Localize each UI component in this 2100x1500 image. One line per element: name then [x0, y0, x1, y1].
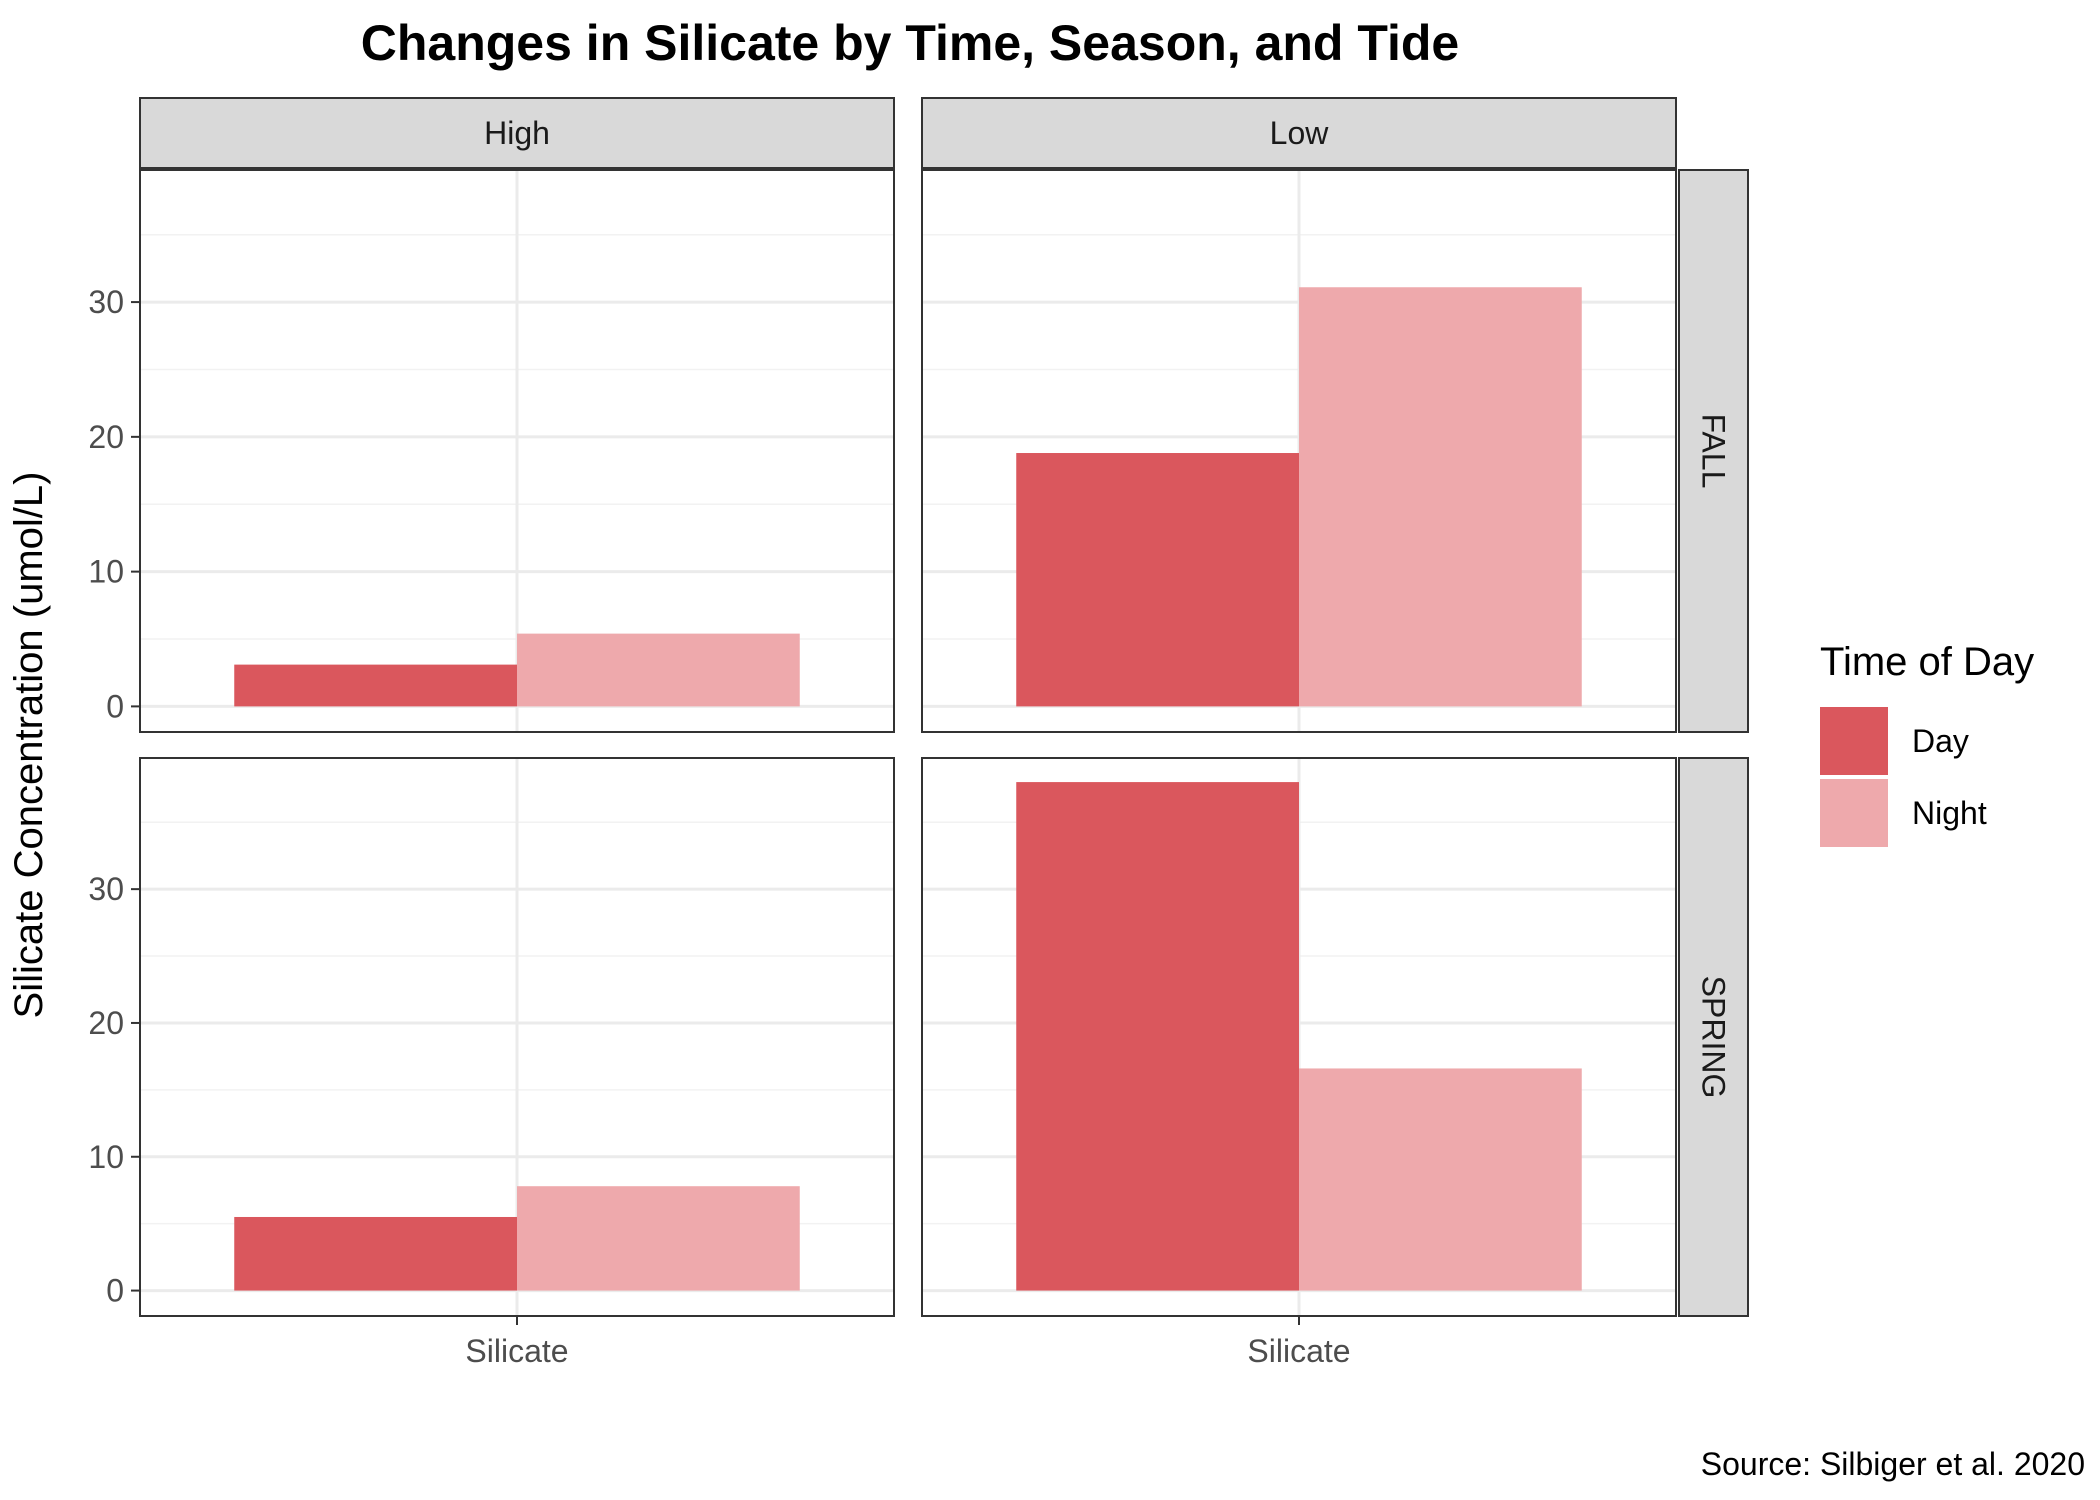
strip-label-low: Low	[1270, 115, 1330, 151]
bar-low-spring-day	[1016, 782, 1299, 1291]
strip-label-high: High	[484, 115, 550, 151]
strip-col-high	[139, 97, 895, 169]
legend: Time of Day Day Night	[1820, 640, 2034, 847]
y-tick-label: 30	[88, 871, 124, 907]
legend-title: Time of Day	[1820, 640, 2034, 684]
panel-high-spring: 0 10 20 30 Silicate	[88, 757, 895, 1369]
strip-row-fall	[1678, 169, 1749, 733]
bar-high-fall-night	[517, 633, 800, 707]
chart-title: Changes in Silicate by Time, Season, and…	[361, 15, 1460, 71]
strip-label-fall: FALL	[1696, 414, 1732, 489]
bar-high-spring-night	[517, 1186, 800, 1291]
y-tick-label: 20	[88, 1005, 124, 1041]
legend-label-day: Day	[1912, 723, 1969, 759]
x-tick-label: Silicate	[1247, 1333, 1350, 1369]
strip-col-low	[921, 97, 1677, 169]
y-tick-label: 0	[106, 688, 124, 724]
bar-low-fall-night	[1299, 287, 1582, 707]
strip-label-spring: SPRING	[1696, 976, 1732, 1099]
y-tick-label: 10	[88, 1139, 124, 1175]
bar-low-fall-day	[1016, 453, 1299, 707]
bar-high-fall-day	[234, 664, 517, 707]
panel-high-fall: 0 10 20 30	[88, 169, 895, 733]
strip-row-spring	[1678, 757, 1749, 1317]
legend-label-night: Night	[1912, 795, 1987, 831]
legend-key-day	[1820, 707, 1888, 775]
y-axis-title: Silicate Concentration (umol/L)	[7, 472, 51, 1019]
x-tick-label: Silicate	[465, 1333, 568, 1369]
y-tick-label: 10	[88, 554, 124, 590]
y-tick-label: 30	[88, 284, 124, 320]
panel-low-spring: Silicate	[921, 757, 1677, 1369]
panel-border	[139, 169, 895, 733]
bar-high-spring-day	[234, 1216, 517, 1291]
panel-border	[921, 169, 1677, 733]
bar-low-spring-night	[1299, 1068, 1582, 1291]
y-tick-label: 20	[88, 419, 124, 455]
panel-low-fall	[921, 169, 1677, 733]
y-tick-label: 0	[106, 1273, 124, 1309]
source-caption: Source: Silbiger et al. 2020	[1701, 1446, 2085, 1482]
legend-key-night	[1820, 779, 1888, 847]
